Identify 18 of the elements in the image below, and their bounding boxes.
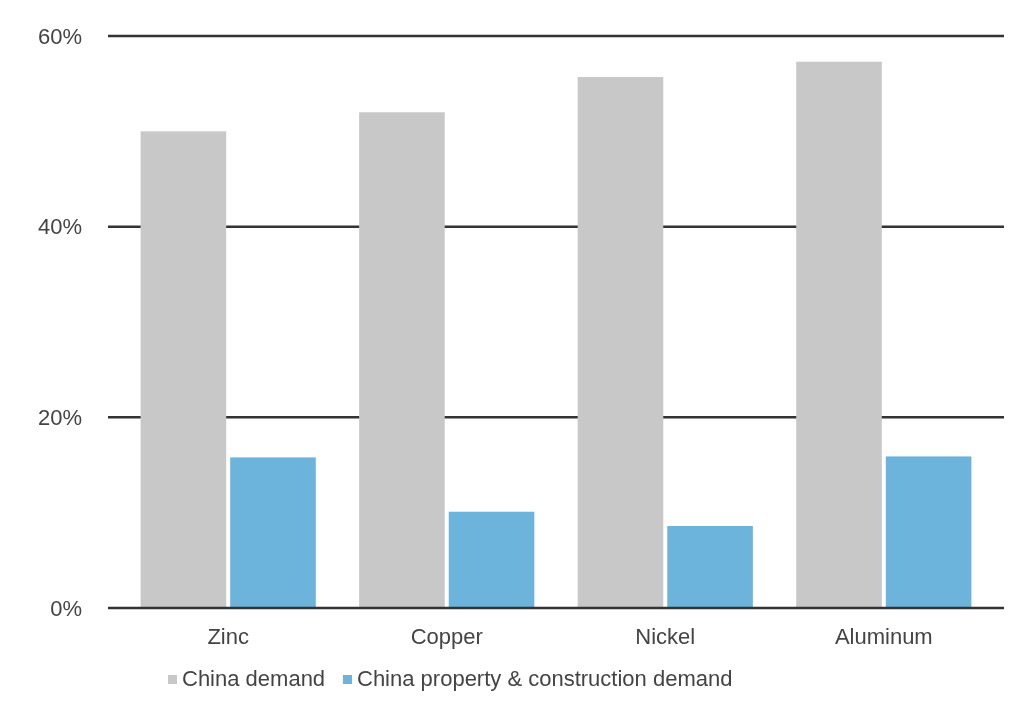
bar bbox=[230, 457, 316, 608]
bar bbox=[448, 511, 535, 608]
y-tick-label: 0% bbox=[50, 595, 82, 621]
x-tick-label: Aluminum bbox=[834, 624, 933, 649]
y-tick-label: 60% bbox=[37, 23, 82, 49]
bar bbox=[359, 112, 445, 608]
y-tick-label: 40% bbox=[37, 214, 82, 240]
bar bbox=[885, 456, 972, 608]
bar bbox=[140, 131, 227, 608]
y-tick-label: 20% bbox=[37, 405, 82, 431]
legend-label: China demand bbox=[182, 666, 326, 691]
x-tick-label: Nickel bbox=[635, 624, 696, 649]
bar bbox=[667, 526, 753, 608]
x-tick-label: Zinc bbox=[207, 624, 249, 649]
bar bbox=[577, 76, 664, 608]
legend-label: China property & construction demand bbox=[357, 666, 733, 691]
bar bbox=[796, 61, 882, 608]
x-tick-label: Copper bbox=[410, 624, 483, 649]
